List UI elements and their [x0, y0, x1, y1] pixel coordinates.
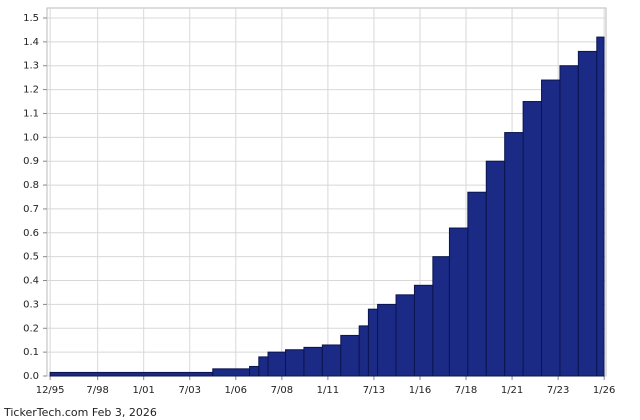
x-tick-label: 7/03: [179, 385, 201, 396]
bar: [467, 191, 487, 377]
bar: [432, 256, 450, 377]
y-tick-label: 0.3: [23, 299, 39, 310]
y-tick-label: 0.8: [23, 180, 39, 191]
x-tick-label: 7/23: [547, 385, 569, 396]
footer: TickerTech.com Feb 3, 2026: [3, 406, 157, 419]
bar: [504, 132, 524, 377]
y-tick-label: 1.1: [23, 108, 39, 119]
bar: [340, 334, 360, 377]
x-tick-label: 1/16: [409, 385, 431, 396]
y-tick-label: 1.4: [23, 37, 39, 48]
bar: [596, 36, 605, 377]
bar: [358, 325, 369, 377]
x-tick-label: 7/18: [455, 385, 477, 396]
y-tick-label: 0.5: [23, 252, 39, 263]
x-tick-label: 7/13: [363, 385, 385, 396]
y-tick-label: 0.2: [23, 323, 39, 334]
bar: [522, 101, 543, 377]
bar: [413, 284, 434, 377]
bar: [267, 351, 287, 377]
bar: [303, 346, 323, 377]
y-tick-label: 0.4: [23, 276, 39, 287]
y-tick-label: 0.1: [23, 347, 39, 358]
bar: [212, 368, 251, 377]
y-tick-label: 0.7: [23, 204, 39, 215]
bar: [377, 303, 397, 377]
bar: [321, 344, 342, 377]
bar: [485, 160, 506, 377]
bar: [448, 227, 469, 377]
y-tick-label: 0.6: [23, 228, 39, 239]
y-tick-label: 1.3: [23, 61, 39, 72]
bar: [258, 356, 269, 377]
y-tick-label: 1.5: [23, 13, 39, 24]
x-tick-label: 1/01: [132, 385, 154, 396]
x-tick-label: 1/11: [317, 385, 339, 396]
bar: [285, 349, 305, 377]
x-tick-label: 1/26: [593, 385, 615, 396]
x-tick-label: 7/08: [271, 385, 293, 396]
y-tick-label: 0.0: [23, 371, 39, 382]
x-tick-label: 12/95: [36, 385, 65, 396]
bar: [395, 294, 415, 377]
bar: [559, 65, 579, 377]
bar: [541, 79, 561, 377]
bar: [577, 50, 598, 377]
y-tick-label: 1.0: [23, 132, 39, 143]
bar: [367, 308, 379, 377]
bar: [249, 365, 260, 377]
x-tick-label: 1/21: [501, 385, 523, 396]
x-tick-label: 7/98: [86, 385, 108, 396]
x-tick-label: 1/06: [225, 385, 247, 396]
y-tick-label: 1.2: [23, 85, 39, 96]
y-tick-label: 0.9: [23, 156, 39, 167]
bar: [49, 371, 214, 377]
